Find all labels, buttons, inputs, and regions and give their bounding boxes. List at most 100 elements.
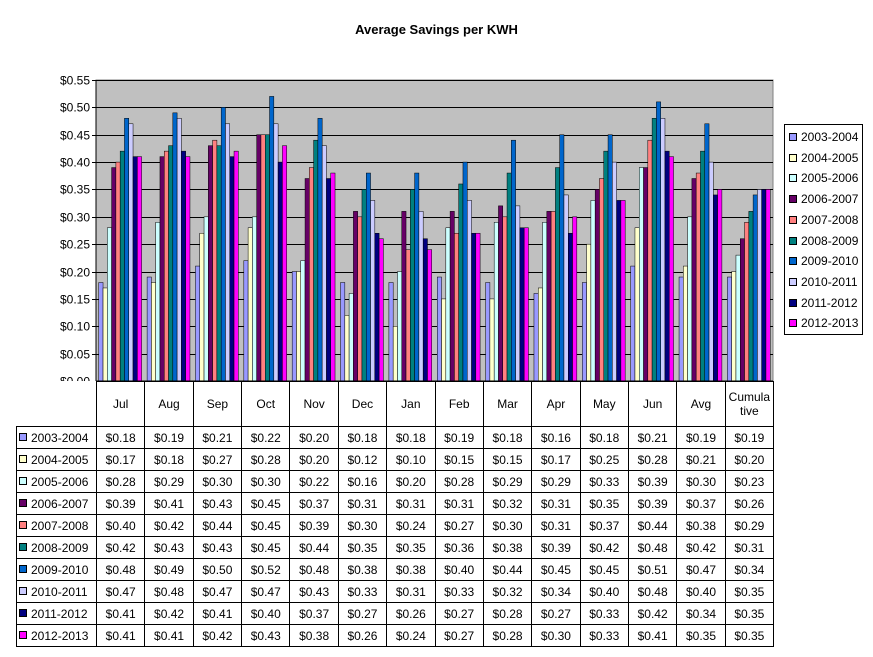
table-cell: $0.35 — [579, 492, 629, 515]
x-category-label: Dec — [337, 381, 388, 427]
legend-item: 2009-2010 — [789, 251, 858, 271]
table-cell: $0.43 — [241, 624, 291, 647]
bar — [590, 200, 596, 381]
bar — [563, 194, 569, 381]
table-cell: $0.28 — [482, 624, 533, 647]
legend-swatch — [789, 298, 797, 307]
table-cell: $0.40 — [676, 580, 726, 603]
table-cell: $0.18 — [386, 426, 436, 449]
bar — [757, 189, 762, 381]
table-cell: $0.45 — [241, 492, 291, 515]
bar — [664, 150, 670, 381]
table-cell: $0.29 — [144, 470, 194, 493]
bar — [727, 276, 732, 381]
bar — [471, 232, 477, 381]
x-category-label: Apr — [531, 381, 581, 427]
bar — [146, 276, 152, 381]
bar — [199, 232, 205, 381]
bar — [388, 282, 394, 381]
bar — [691, 178, 697, 381]
chart-title: Average Savings per KWH — [355, 22, 518, 37]
legend-swatch — [789, 277, 797, 286]
bar — [607, 134, 613, 381]
x-category-label: Jan — [386, 381, 436, 427]
bar — [208, 145, 213, 381]
bar — [185, 156, 191, 381]
legend-swatch — [789, 133, 797, 141]
bar — [313, 139, 319, 381]
legend-item: 2010-2011 — [789, 272, 858, 292]
legend-label: 2008-2009 — [801, 233, 859, 248]
table-series-swatch — [19, 521, 27, 530]
x-category-label: Oct — [241, 381, 291, 427]
bar — [603, 150, 609, 381]
bar — [216, 145, 222, 381]
bar — [647, 139, 653, 381]
y-tick-label: $0.40 — [60, 156, 90, 170]
bar — [427, 249, 432, 381]
legend-label: 2010-2011 — [801, 274, 858, 289]
table-cell: $0.31 — [434, 492, 484, 515]
bar — [269, 96, 275, 381]
table-cell: $0.42 — [627, 602, 678, 625]
table-series-swatch — [19, 631, 27, 640]
legend-swatch — [789, 215, 797, 224]
bar — [132, 156, 138, 381]
table-cell: $0.40 — [579, 580, 629, 603]
table-series-label: 2004-2005 — [16, 448, 97, 471]
bar — [370, 200, 376, 381]
bar — [731, 271, 737, 381]
legend-label: 2005-2006 — [801, 171, 859, 186]
table-cell: $0.19 — [724, 426, 775, 449]
bar — [212, 139, 218, 381]
table-cell: $0.38 — [482, 536, 533, 559]
legend-swatch — [789, 174, 797, 183]
table-row: 2006-2007 $0.39 $0.41 $0.43 $0.45 $0.37 $0.31 $… — [16, 492, 775, 515]
table-cell: $0.15 — [482, 448, 533, 471]
legend-item: 2006-2007 — [789, 189, 858, 209]
table-cell: $0.10 — [386, 448, 436, 471]
bar — [203, 216, 209, 381]
table-cell: $0.48 — [289, 558, 339, 581]
legend-label: 2011-2012 — [801, 295, 858, 310]
table-series-swatch — [19, 433, 27, 442]
table-cell: $0.30 — [241, 470, 291, 493]
table-cell: $0.44 — [482, 558, 533, 581]
bar — [511, 139, 516, 381]
table-cell: $0.24 — [386, 624, 436, 647]
bar — [485, 282, 491, 381]
x-category-label: Avg — [676, 381, 726, 427]
bar — [616, 200, 622, 381]
y-tick-label: $0.30 — [60, 211, 90, 225]
bar — [392, 326, 398, 381]
table-cell: $0.20 — [289, 448, 339, 471]
table-cell: $0.33 — [579, 602, 629, 625]
table-cell: $0.17 — [95, 448, 146, 471]
table-row: 2007-2008 $0.40 $0.42 $0.44 $0.45 $0.39 $0.30 $… — [16, 514, 775, 537]
bar — [243, 260, 249, 381]
table-cell: $0.45 — [241, 536, 291, 559]
table-cell: $0.43 — [192, 492, 243, 515]
bar — [555, 167, 560, 381]
table-cell: $0.41 — [627, 624, 678, 647]
bar — [475, 232, 481, 381]
table-cell: $0.44 — [192, 514, 243, 537]
bar — [317, 118, 323, 381]
table-cell: $0.43 — [144, 536, 194, 559]
table-cell: $0.30 — [531, 624, 581, 647]
y-tick-label: $0.35 — [60, 183, 90, 197]
bar — [493, 222, 499, 381]
bar — [115, 161, 121, 381]
table-cell: $0.35 — [724, 602, 775, 625]
table-cell: $0.33 — [579, 470, 629, 493]
table-cell: $0.41 — [144, 492, 194, 515]
bar-series — [98, 96, 771, 381]
bar — [506, 172, 512, 381]
bar — [119, 150, 125, 381]
bar — [704, 123, 710, 381]
y-tick-label: $0.05 — [60, 348, 90, 362]
table-cell: $0.35 — [337, 536, 388, 559]
bar — [550, 211, 556, 381]
table-cell: $0.38 — [337, 558, 388, 581]
table-row: 2008-2009 $0.42 $0.43 $0.43 $0.45 $0.44 $0.35 $… — [16, 536, 775, 559]
